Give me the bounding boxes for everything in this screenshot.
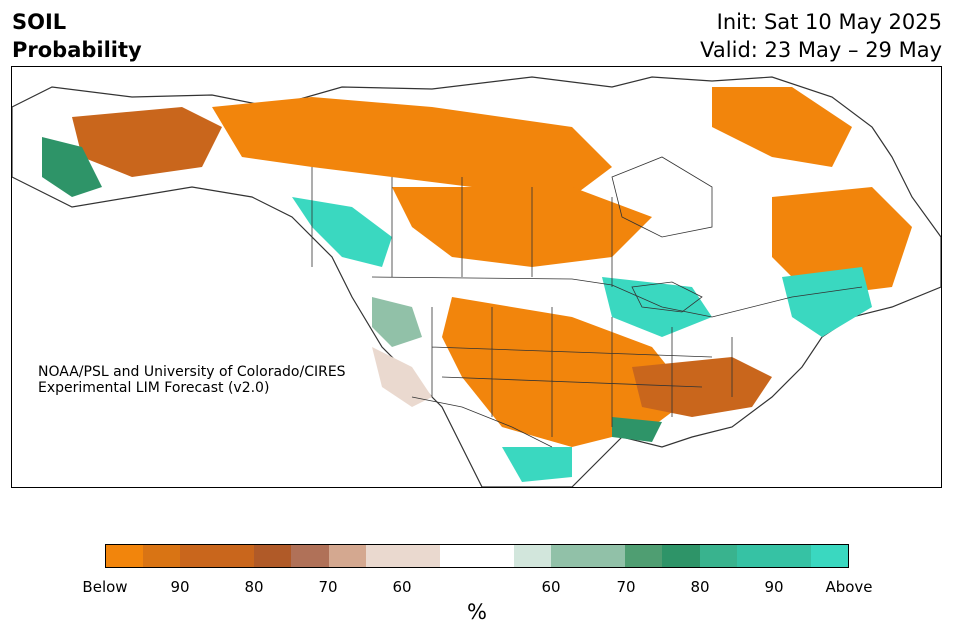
shade-east-canada: [772, 187, 912, 297]
great-lakes-outline: [631, 281, 703, 313]
colorbar-segment: [402, 545, 440, 567]
colorbar-unit: %: [467, 600, 487, 624]
valid-range: Valid: 23 May – 29 May: [700, 38, 942, 62]
shade-great-lakes: [602, 277, 712, 337]
colorbar-ticks: Below 90 80 70 60 60 70 80 90 Above: [0, 578, 954, 598]
north-america-map: [12, 76, 941, 487]
map-panel: [11, 66, 942, 488]
map-title-variable-block: SOIL Probability: [12, 8, 142, 64]
above-normal-shading: [42, 137, 872, 482]
colorbar-tick-label: Above: [825, 578, 873, 596]
colorbar-tick-label: Below: [82, 578, 128, 596]
us-mexico-border: [411, 396, 553, 448]
colorbar-segment: [291, 545, 329, 567]
colorbar-segment: [773, 545, 811, 567]
shade-alaska-west: [42, 137, 102, 197]
below-normal-shading: [72, 87, 912, 447]
colorbar-segment: [476, 545, 515, 567]
init-date: Init: Sat 10 May 2025: [716, 10, 942, 34]
shade-plains: [442, 297, 692, 447]
colorbar-segment: [143, 545, 181, 567]
colorbar-segment: [514, 545, 552, 567]
map-title-dates: Init: Sat 10 May 2025 Valid: 23 May – 29…: [700, 8, 942, 64]
shade-canada-north: [212, 97, 612, 197]
colorbar-segment: [588, 545, 626, 567]
province-lines: [311, 167, 613, 287]
colorbar-segment: [365, 545, 403, 567]
colorbar-segment: [736, 545, 774, 567]
colorbar-segment: [699, 545, 737, 567]
colorbar-tick-label: 60: [541, 578, 561, 596]
colorbar-tick-label: 90: [764, 578, 784, 596]
colorbar-segment: [180, 545, 218, 567]
shade-alaska: [72, 107, 222, 177]
colorbar-segment: [810, 545, 848, 567]
colorbar-segment: [217, 545, 255, 567]
colorbar-segment: [328, 545, 366, 567]
shade-texas-gulf: [502, 447, 572, 482]
colorbar-tick-label: 80: [244, 578, 264, 596]
colorbar-tick-label: 60: [392, 578, 412, 596]
us-canada-border: [371, 276, 863, 318]
colorbar-tick-label: 70: [616, 578, 636, 596]
colorbar-segment: [106, 545, 144, 567]
colorbar-tick-label: 90: [170, 578, 190, 596]
colorbar-segment: [625, 545, 663, 567]
colorbar: [105, 544, 849, 568]
colorbar-tick-label: 80: [690, 578, 710, 596]
credit-line-2: Experimental LIM Forecast (v2.0): [38, 380, 270, 396]
colorbar-segment: [254, 545, 292, 567]
shade-pacific-nw: [372, 297, 422, 347]
shade-gulf-coast: [612, 417, 662, 442]
shade-southwest-weak: [372, 347, 432, 407]
map-title-variable: SOIL: [12, 10, 67, 34]
shade-northeast: [782, 267, 872, 337]
credit-line-1: NOAA/PSL and University of Colorado/CIRE…: [38, 364, 346, 380]
shade-bc-coast: [292, 197, 392, 267]
colorbar-segment: [439, 545, 477, 567]
state-lines: [431, 307, 733, 437]
shade-labrador: [712, 87, 852, 167]
colorbar-segment: [551, 545, 589, 567]
map-title-quantity: Probability: [12, 38, 142, 62]
colorbar-tick-label: 70: [318, 578, 338, 596]
colorbar-segment: [662, 545, 700, 567]
hudson-bay: [611, 156, 713, 238]
shade-prairies: [392, 187, 652, 267]
political-boundaries: [311, 156, 863, 448]
credit-text: NOAA/PSL and University of Colorado/CIRE…: [38, 364, 346, 396]
